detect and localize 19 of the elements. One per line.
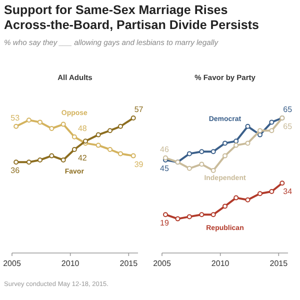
x-tick-label: 2005 (3, 259, 22, 268)
x-tick-label: 2015 (120, 259, 138, 268)
data-label: 42 (78, 154, 88, 162)
data-label: 65 (283, 105, 293, 114)
text: Support for Same-Sex Marriage Rises Across-the-Board, Partisan Divide Persists (4, 3, 259, 32)
data-label: 36 (10, 166, 20, 176)
x-tick-label: 2010 (211, 259, 230, 268)
x-tick-label: 2010 (61, 259, 80, 268)
data-label: 53 (10, 113, 20, 122)
data-label: 39 (134, 160, 144, 169)
data-label: 65 (283, 122, 293, 131)
data-label: 48 (78, 124, 88, 133)
data-label: 46 (160, 144, 170, 154)
x-tick-label: 2015 (270, 259, 288, 268)
data-label: 45 (160, 164, 170, 173)
data-label: 57 (134, 105, 144, 114)
x-tick-label: 2005 (153, 259, 172, 268)
data-label: 34 (283, 187, 293, 196)
data-label: 19 (160, 218, 170, 228)
